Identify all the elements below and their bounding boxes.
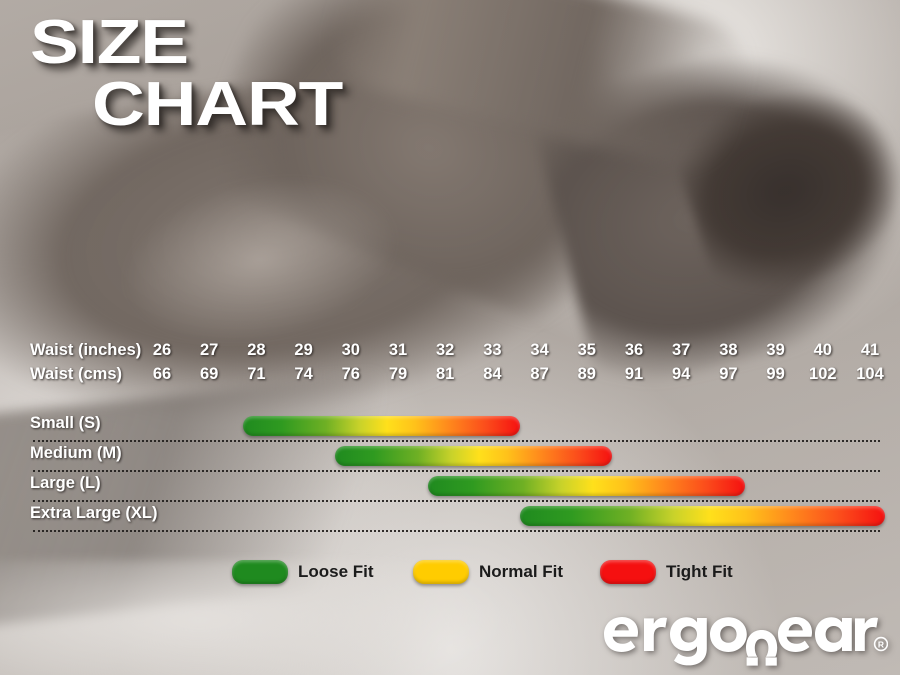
measurement-cell: 89 [577, 365, 596, 383]
row-divider [33, 440, 880, 442]
measurement-cell: 102 [809, 365, 837, 383]
legend-label: Normal Fit [479, 562, 564, 581]
legend-label: Loose Fit [298, 562, 374, 581]
measurement-cell: 39 [766, 341, 785, 359]
measurement-cell: 30 [341, 341, 360, 359]
measurement-row-label: Waist (inches) [30, 341, 142, 359]
measurement-cell: 40 [813, 341, 832, 359]
legend-label: Tight Fit [666, 562, 733, 581]
measurement-table: Waist (inches) 26 27 28 29 30 31 32 33 34 35 36 37 38… [0, 341, 900, 391]
measurement-cell: 28 [247, 341, 266, 359]
measurement-cell: 94 [672, 365, 691, 383]
legend-swatch [600, 560, 656, 584]
measurement-cell: 66 [152, 365, 172, 383]
measurement-cell: 91 [624, 365, 644, 383]
measurement-cell: 71 [247, 365, 266, 383]
measurement-cell: 34 [530, 341, 549, 359]
measurement-cell: 76 [341, 365, 360, 383]
fit-range-bar [428, 476, 745, 496]
measurement-cell: 81 [436, 365, 455, 383]
title-line-1: SIZE [30, 8, 189, 77]
size-row-label: Large (L) [30, 474, 101, 492]
size-row: Large (L) [0, 472, 900, 502]
measurement-cell: 87 [530, 365, 549, 383]
measurement-row-label: Waist (cms) [30, 365, 122, 383]
size-row-label: Small (S) [30, 414, 101, 432]
measurement-cell: 29 [294, 341, 313, 359]
row-divider [33, 470, 880, 472]
measurement-row: Waist (inches) 26 27 28 29 30 31 32 33 34 35 36 37 38… [0, 341, 900, 365]
measurement-cell: 33 [483, 341, 502, 359]
measurement-cell: 38 [719, 341, 738, 359]
fit-range-bar [243, 416, 520, 436]
measurement-cell: 99 [766, 365, 785, 383]
measurement-cell: 69 [200, 365, 219, 383]
measurement-cell: 36 [624, 341, 644, 359]
row-divider [33, 530, 880, 532]
legend-item: Normal Fit [413, 560, 563, 584]
legend-item: Tight Fit [600, 560, 733, 584]
size-row: Small (S) [0, 412, 900, 442]
measurement-cell: 84 [483, 365, 502, 383]
measurement-row: Waist (cms) 66 69 71 74 76 79 81 84 87 89 91 94 97 99 1… [0, 365, 900, 389]
measurement-cell: 41 [860, 341, 880, 359]
size-row-label: Medium (M) [30, 444, 122, 462]
measurement-cell: 31 [388, 341, 408, 359]
page-title: SIZE CHART [30, 11, 550, 136]
legend-swatch [232, 560, 288, 584]
measurement-cell: 104 [856, 365, 884, 383]
title-line-2: CHART [92, 70, 343, 140]
registered-trademark-icon: R [873, 636, 888, 652]
measurement-cell: 35 [577, 341, 596, 359]
size-rows: Small (S) Medium (M) Large (L) Extra Large … [0, 412, 900, 540]
size-row-label: Extra Large (XL) [30, 504, 158, 522]
legend-swatch [413, 560, 469, 584]
measurement-cell: 32 [436, 341, 455, 359]
measurement-cell: 37 [672, 341, 691, 359]
legend: Loose Fit Normal Fit Tight Fit [0, 560, 900, 594]
measurement-cell: 27 [200, 341, 219, 359]
legend-item: Loose Fit [232, 560, 374, 584]
size-row: Extra Large (XL) [0, 502, 900, 532]
fit-range-bar [335, 446, 612, 466]
measurement-cell: 79 [388, 365, 408, 383]
measurement-cell: 97 [719, 365, 738, 383]
measurement-cell: 26 [152, 341, 172, 359]
brand-logo: R [596, 604, 888, 666]
fit-range-bar [520, 506, 885, 526]
measurement-cell: 74 [294, 365, 313, 383]
svg-text:R: R [878, 639, 884, 649]
row-divider [33, 500, 880, 502]
size-row: Medium (M) [0, 442, 900, 472]
